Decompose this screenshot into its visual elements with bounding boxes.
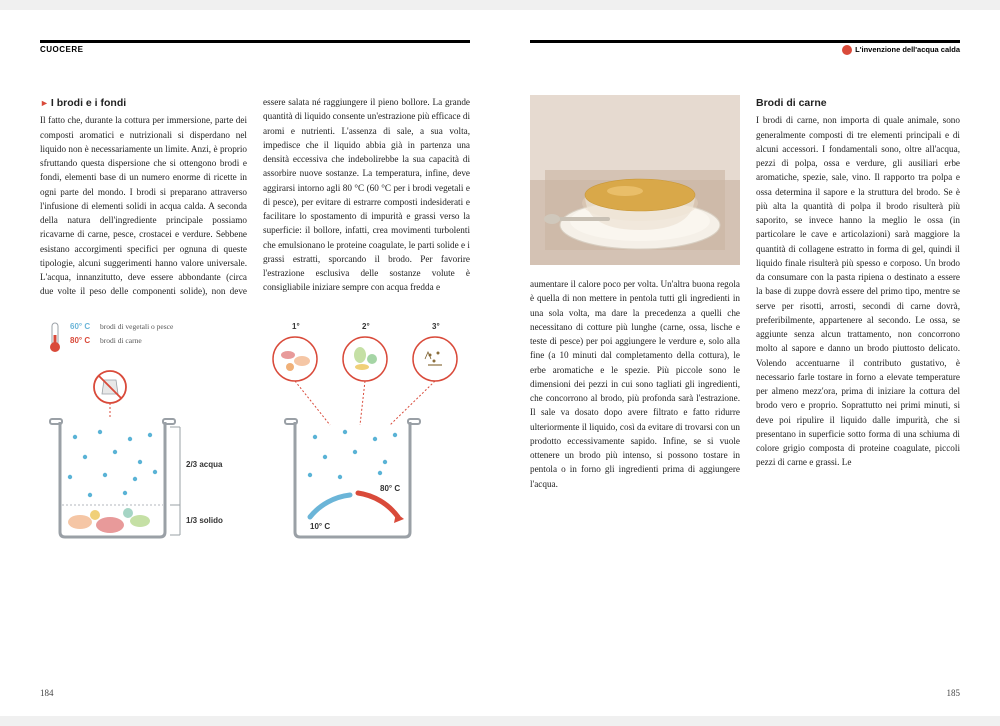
right-page-left-block: aumentare il calore poco per volta. Un'a… <box>530 95 740 491</box>
page-number-right: 185 <box>947 688 961 698</box>
water-dots-1 <box>68 429 157 496</box>
water-dots-2 <box>308 429 397 478</box>
step-2-circle: 2° <box>343 322 387 381</box>
water-ratio-label: 2/3 acqua <box>186 460 223 469</box>
step-1-circle: 1° <box>273 322 317 381</box>
no-salt-icon <box>94 371 126 403</box>
right-page-right-col: Brodi di carne I brodi di carne, non imp… <box>756 95 960 491</box>
header-label-right: L'invenzione dell'acqua calda <box>530 45 960 55</box>
thermometer-icon <box>50 323 60 352</box>
broth-photo <box>530 95 740 265</box>
temp-60-label: brodi di vegetali o pesce <box>100 322 174 331</box>
book-spread: CUOCERE ►I brodi e i fondi Il fatto che,… <box>0 10 1000 716</box>
temp-arc-low <box>310 495 350 517</box>
page-right: L'invenzione dell'acqua calda <box>500 10 1000 716</box>
page-number-left: 184 <box>40 688 54 698</box>
section-title-text: I brodi e i fondi <box>51 97 126 109</box>
page-left: CUOCERE ►I brodi e i fondi Il fatto che,… <box>0 10 500 716</box>
svg-text:3°: 3° <box>432 322 440 331</box>
col-under-photo: aumentare il calore poco per volta. Un'a… <box>530 277 740 491</box>
solids-1 <box>68 508 150 533</box>
left-body-text: Il fatto che, durante la cottura per imm… <box>40 97 470 296</box>
svg-text:1°: 1° <box>292 322 300 331</box>
header-label-left: CUOCERE <box>40 45 470 54</box>
left-text-columns: ►I brodi e i fondi Il fatto che, durante… <box>40 95 470 299</box>
step-3-circle: 3° <box>413 322 457 381</box>
broth-diagram: 60° C brodi di vegetali o pesce 80° C br… <box>40 317 470 547</box>
temp-80-label: brodi di carne <box>100 336 142 345</box>
solid-ratio-label: 1/3 solido <box>186 516 223 525</box>
subtitle-brodi-carne: Brodi di carne <box>756 95 960 111</box>
diagram-area: 60° C brodi di vegetali o pesce 80° C br… <box>40 317 470 547</box>
pot-1 <box>50 419 175 537</box>
temp-low-label: 10° C <box>310 522 330 531</box>
temp-arc-high <box>358 493 398 517</box>
temp-60-value: 60° C <box>70 322 90 331</box>
temp-high-label: 80° C <box>380 484 400 493</box>
red-marker-icon: ► <box>40 98 49 108</box>
header-bar-right: L'invenzione dell'acqua calda <box>530 40 960 55</box>
right-content: aumentare il calore poco per volta. Un'a… <box>530 95 960 491</box>
section-title: ►I brodi e i fondi <box>40 95 247 111</box>
chapter-badge-icon <box>842 45 852 55</box>
header-right-text: L'invenzione dell'acqua calda <box>855 45 960 54</box>
header-bar-left: CUOCERE <box>40 40 470 54</box>
pot-2: 10° C 80° C <box>285 419 420 537</box>
svg-text:2°: 2° <box>362 322 370 331</box>
left-content: ►I brodi e i fondi Il fatto che, durante… <box>40 95 470 547</box>
temp-80-value: 80° C <box>70 336 90 345</box>
right-col-text: I brodi di carne, non importa di quale a… <box>756 115 960 467</box>
